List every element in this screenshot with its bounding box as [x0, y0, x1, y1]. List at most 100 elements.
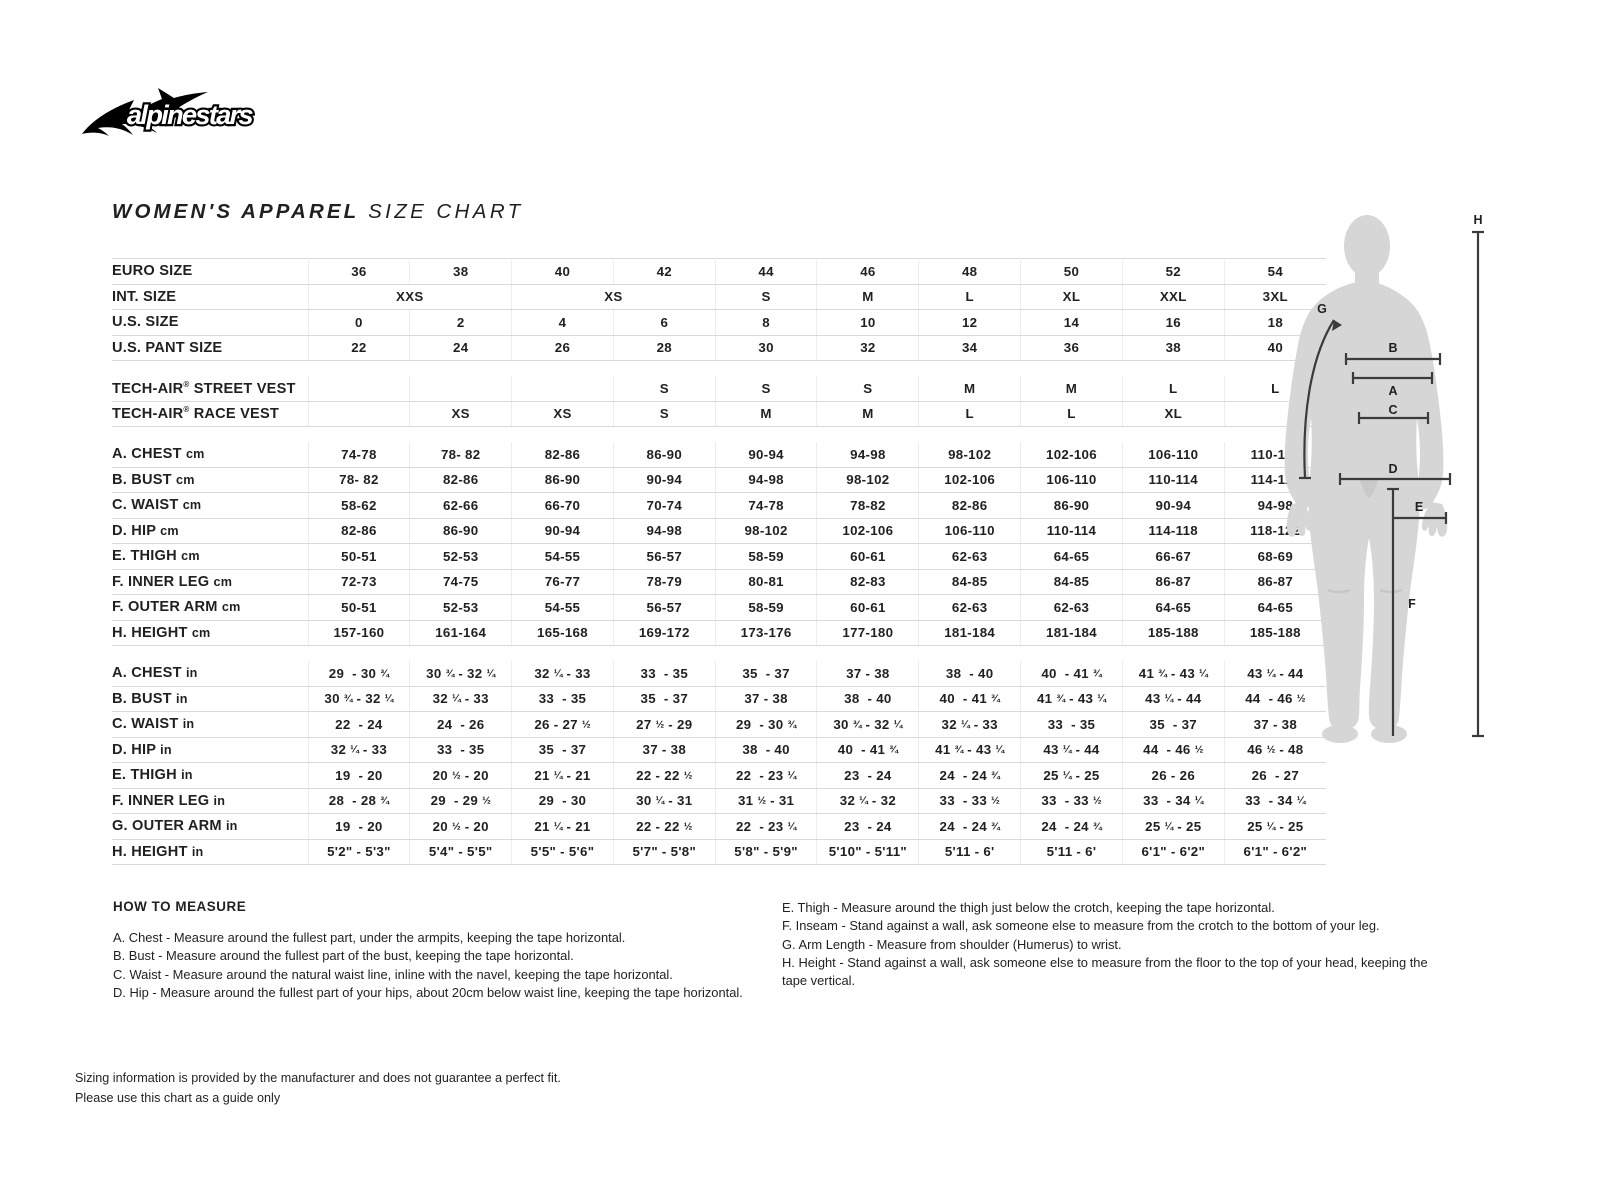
table-row: U.S. SIZE 0 2 4 6 8 10 12 14 16 18: [112, 309, 1326, 336]
table-cell: 19 - 20: [308, 813, 411, 840]
how-to-measure-item: D. Hip - Measure around the fullest part…: [113, 984, 743, 1000]
table-cell: L: [918, 401, 1022, 427]
table-cell: 56-57: [613, 594, 716, 621]
table-row: TECH-AIR® STREET VEST S S S M M L L: [112, 376, 1326, 402]
table-cell: 43 ¼ - 44: [1224, 661, 1326, 687]
row-label: TECH-AIR® STREET VEST: [112, 376, 309, 402]
table-cell: 4: [511, 309, 614, 336]
table-row: F. INNER LEG in 28 - 28 ¾ 29 - 29 ½ 29 - 30…: [112, 788, 1326, 814]
table-cell: 38 - 40: [918, 661, 1022, 687]
table-cell: 38: [409, 258, 513, 285]
table-cell: 26 - 27 ½: [511, 711, 614, 738]
table-cell: 181-184: [918, 620, 1022, 646]
table-cell: 44 - 46 ½: [1122, 737, 1225, 763]
table-cell: 33 - 35: [1020, 711, 1123, 738]
table-cell: [511, 376, 614, 402]
table-cell: M: [816, 284, 920, 310]
figure-label-g: G: [1317, 302, 1327, 316]
table-cell: 23 - 24: [816, 813, 920, 840]
table-cell: 24 - 26: [409, 711, 513, 738]
page-title: WOMEN'S APPAREL SIZE CHART: [112, 200, 524, 224]
table-cell: 52: [1122, 258, 1225, 285]
table-cell: 86-87: [1122, 569, 1225, 595]
table-cell: 74-78: [308, 442, 411, 468]
page-title-bold: WOMEN'S APPAREL: [112, 200, 360, 223]
table-cell: 66-67: [1122, 543, 1225, 570]
table-cell: L: [1020, 401, 1123, 427]
table-cell: 36: [308, 258, 411, 285]
row-label: A. CHEST cm: [112, 442, 309, 468]
table-cell: 74-78: [715, 492, 818, 519]
table-cell: 54-55: [511, 543, 614, 570]
table-cell: 24 - 24 ¾: [1020, 813, 1123, 840]
table-cell: 34: [918, 335, 1022, 361]
svg-text:alpinestars: alpinestars: [127, 100, 254, 130]
table-cell: 106-110: [1122, 442, 1225, 468]
table-cell: 37 - 38: [715, 686, 818, 712]
table-cell: 22 - 23 ¼: [715, 762, 818, 789]
table-cell: 90-94: [613, 467, 716, 493]
table-cell: 62-63: [918, 543, 1022, 570]
figure-label-b: B: [1388, 341, 1397, 355]
table-cell: 8: [715, 309, 818, 336]
table-cell: 106-110: [918, 518, 1022, 544]
table-cell: S: [715, 376, 818, 402]
table-cell: 72-73: [308, 569, 411, 595]
table-cell: 31 ½ - 31: [715, 788, 818, 814]
table-cell: 161-164: [409, 620, 513, 646]
table-cell: 177-180: [816, 620, 920, 646]
table-cell: 54-55: [511, 594, 614, 621]
table-cell: S: [816, 376, 920, 402]
table-row: B. BUST in 30 ¾ - 32 ¼ 32 ¼ - 33 33 - 35 35 …: [112, 686, 1326, 712]
row-label: E. THIGH cm: [112, 543, 309, 570]
table-cell: 86-90: [511, 467, 614, 493]
table-cell: 30 ¼ - 31: [613, 788, 716, 814]
table-cell: XS: [511, 284, 716, 310]
table-cell: 33 - 35: [511, 686, 614, 712]
row-label: EURO SIZE: [112, 258, 309, 285]
table-cell: 110-114: [1020, 518, 1123, 544]
table-row: A. CHEST in 29 - 30 ¾ 30 ¾ - 32 ¼ 32 ¼ - 33…: [112, 661, 1326, 687]
size-chart-body: EURO SIZE 36 38 40 42 44 46 48 50 52 54 INT. SIZE XX…: [112, 258, 1326, 865]
table-cell: 38 - 40: [715, 737, 818, 763]
table-cell: 46: [816, 258, 920, 285]
table-cell: 35 - 37: [613, 686, 716, 712]
table-cell: 98-102: [816, 467, 920, 493]
table-cell: 32 ¼ - 32: [816, 788, 920, 814]
table-cell: 98-102: [715, 518, 818, 544]
table-cell: 98-102: [918, 442, 1022, 468]
table-cell: 30 ¾ - 32 ¼: [409, 661, 513, 687]
table-cell: 22 - 23 ¼: [715, 813, 818, 840]
how-to-measure-item: F. Inseam - Stand against a wall, ask so…: [782, 918, 1380, 934]
row-label: INT. SIZE: [112, 284, 309, 310]
table-cell: 90-94: [511, 518, 614, 544]
table-row: D. HIP in 32 ¼ - 33 33 - 35 35 - 37 37 - 38 3…: [112, 737, 1326, 763]
table-cell: 84-85: [1020, 569, 1123, 595]
table-cell: 22 - 22 ½: [613, 813, 716, 840]
measurement-figure: B A C D E F G H: [1262, 208, 1492, 748]
figure-label-h: H: [1473, 213, 1482, 227]
table-cell: 36: [1020, 335, 1123, 361]
table-cell: 64-65: [1020, 543, 1123, 570]
table-cell: 25 ¼ - 25: [1020, 762, 1123, 789]
table-cell: 5'10" - 5'11": [816, 839, 920, 865]
table-cell: 62-66: [409, 492, 513, 519]
how-to-measure-left-column: A. Chest - Measure around the fullest pa…: [113, 929, 753, 1002]
svg-text:alpinestars: alpinestars: [127, 100, 254, 130]
table-cell: 50: [1020, 258, 1123, 285]
table-cell: XS: [511, 401, 614, 427]
row-label: C. WAIST cm: [112, 492, 309, 519]
table-cell: 38: [1122, 335, 1225, 361]
table-row: H. HEIGHT in 5'2" - 5'3" 5'4" - 5'5" 5'5" -…: [112, 839, 1326, 865]
table-cell: XL: [1122, 401, 1225, 427]
table-cell: 23 - 24: [816, 762, 920, 789]
table-cell: 106-110: [1020, 467, 1123, 493]
figure-label-d: D: [1388, 462, 1397, 476]
table-cell: 38 - 40: [816, 686, 920, 712]
figure-label-c: C: [1388, 403, 1397, 417]
table-cell: 28 - 28 ¾: [308, 788, 411, 814]
table-cell: 5'4" - 5'5": [409, 839, 513, 865]
table-cell: 28: [613, 335, 716, 361]
table-cell: 58-59: [715, 594, 818, 621]
table-row: EURO SIZE 36 38 40 42 44 46 48 50 52 54: [112, 258, 1326, 285]
